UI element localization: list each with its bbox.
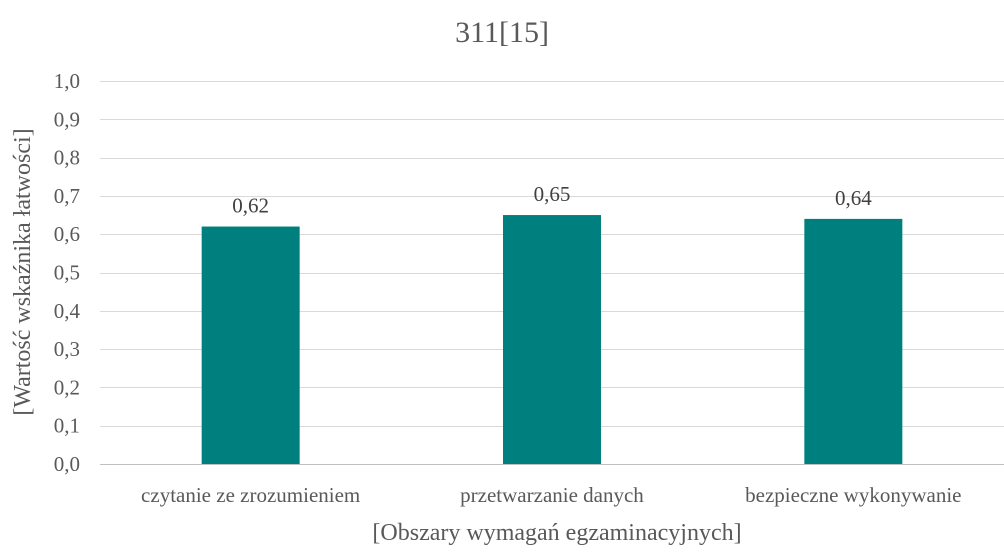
data-labels: 0,62 0,65 0,64 [232, 182, 872, 217]
y-tick-label: 0,9 [54, 107, 80, 131]
y-tick-label: 0,4 [54, 299, 81, 323]
x-axis-categories: czytanie ze zrozumieniem przetwarzanie da… [141, 483, 961, 507]
y-tick-label: 0,0 [54, 452, 80, 476]
y-tick-label: 0,8 [54, 146, 80, 170]
y-tick-label: 0,5 [54, 261, 80, 285]
bars [201, 215, 903, 464]
y-tick-label: 1,0 [54, 69, 80, 93]
y-tick-label: 0,6 [54, 222, 80, 246]
bar [201, 226, 300, 464]
data-label: 0,65 [534, 182, 571, 206]
y-axis-title: [Wartość wskaźnika łatwości] [10, 128, 36, 415]
data-label: 0,62 [232, 194, 269, 218]
y-tick-label: 0,2 [54, 375, 80, 399]
y-tick-label: 0,1 [54, 414, 80, 438]
chart-title: 311[15] [455, 16, 549, 49]
x-category-label: bezpieczne wykonywanie [745, 483, 961, 507]
y-tick-label: 0,7 [54, 184, 80, 208]
x-category-label: przetwarzanie danych [460, 483, 644, 507]
bar [804, 218, 903, 464]
x-category-label: czytanie ze zrozumieniem [141, 483, 360, 507]
x-axis-title: [Obszary wymagań egzaminacyjnych] [372, 520, 741, 546]
y-tick-label: 0,3 [54, 337, 80, 361]
y-axis-ticks: 0,0 0,1 0,2 0,3 0,4 0,5 0,6 0,7 0,8 0,9 1,0 [54, 69, 81, 476]
bar [503, 215, 601, 464]
data-label: 0,64 [835, 186, 872, 210]
